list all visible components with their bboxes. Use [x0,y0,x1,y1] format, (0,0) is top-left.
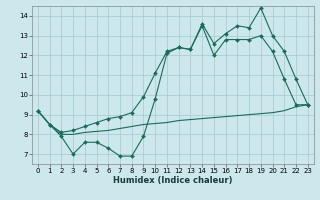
X-axis label: Humidex (Indice chaleur): Humidex (Indice chaleur) [113,176,233,185]
